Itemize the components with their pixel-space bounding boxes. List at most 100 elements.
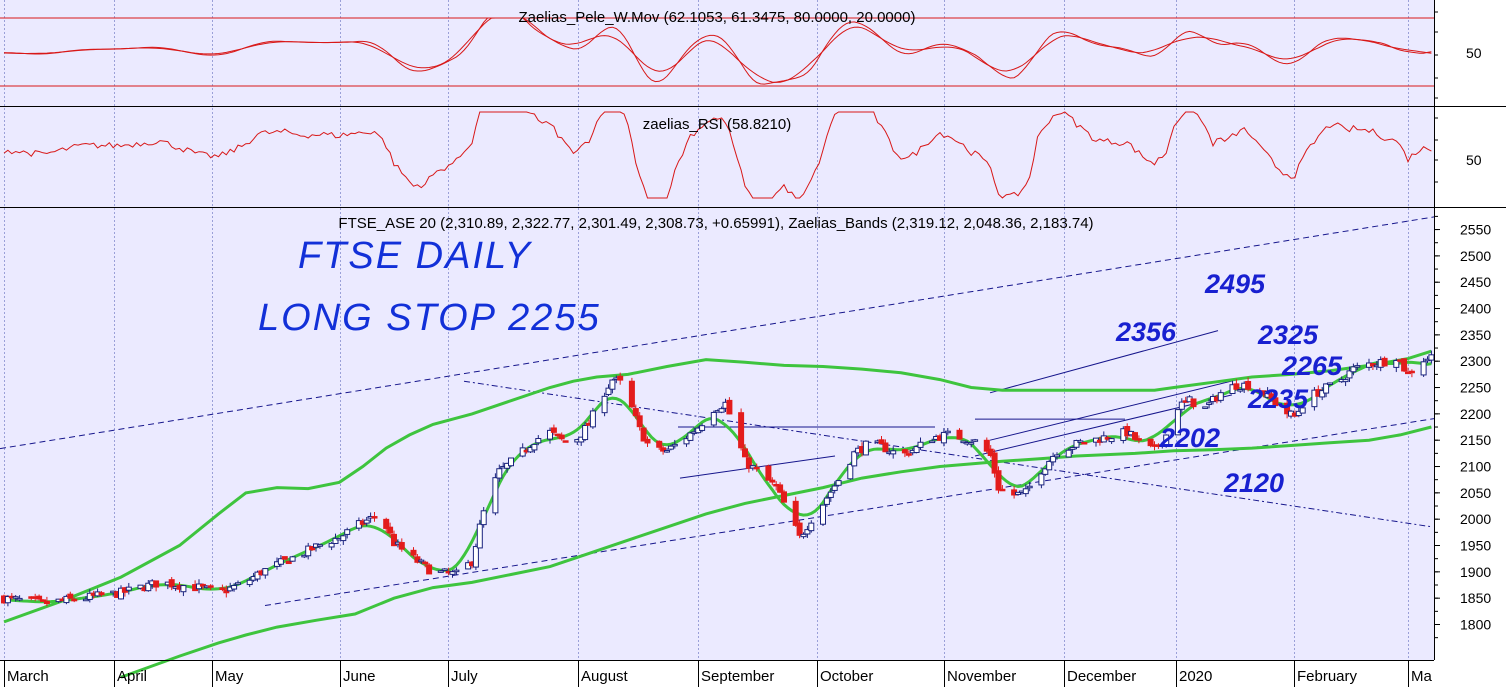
candle: [476, 523, 483, 549]
candle: [1015, 491, 1021, 495]
candle: [851, 451, 858, 467]
level-label-2356: 2356: [1115, 317, 1177, 347]
candle: [1147, 438, 1154, 447]
candle: [496, 468, 503, 479]
candle: [98, 592, 105, 596]
candle: [309, 546, 316, 551]
candle: [671, 443, 678, 447]
candle: [82, 598, 89, 602]
candle: [862, 440, 869, 456]
candle: [1050, 455, 1057, 463]
candle: [972, 439, 979, 442]
candle: [562, 440, 569, 443]
candle: [1401, 358, 1408, 372]
candle: [738, 412, 745, 449]
candle: [449, 571, 456, 575]
y-tick-label: 2150: [1460, 432, 1491, 448]
candle: [632, 408, 639, 417]
candle: [995, 470, 1002, 491]
candle: [847, 463, 854, 480]
candle: [391, 533, 397, 547]
candle: [316, 544, 323, 547]
candle: [781, 491, 787, 503]
candle: [40, 599, 46, 602]
candle: [1237, 389, 1244, 392]
candle: [882, 442, 889, 453]
candle: [398, 542, 405, 550]
candle: [940, 431, 947, 444]
candle: [742, 448, 748, 458]
candle: [168, 579, 175, 588]
rsi-panel: [0, 107, 1434, 207]
candle: [1393, 359, 1400, 368]
candle: [340, 535, 347, 542]
candle: [582, 424, 589, 441]
candle: [235, 582, 241, 585]
candle: [827, 491, 834, 498]
month-label: May: [215, 668, 244, 685]
candle: [535, 438, 542, 444]
candle: [1268, 393, 1275, 399]
indicators: [0, 17, 1434, 199]
candle: [277, 558, 284, 565]
y-tick-label: 2250: [1460, 380, 1491, 396]
candle: [831, 485, 838, 491]
candle: [1420, 361, 1427, 376]
candle: [332, 537, 339, 544]
y-tick-label: 1850: [1460, 590, 1491, 606]
wmov-y-tick: 50: [1466, 45, 1482, 61]
candle: [796, 522, 803, 536]
candle: [550, 427, 557, 433]
month-label: July: [451, 668, 478, 685]
candle: [617, 375, 624, 381]
candle: [422, 561, 429, 565]
candle: [820, 504, 826, 525]
candle: [905, 453, 912, 456]
candle: [223, 589, 230, 594]
candle: [710, 411, 717, 426]
level-label-2120: 2120: [1223, 468, 1284, 498]
candle: [1381, 357, 1388, 367]
candle: [410, 549, 417, 556]
candle: [929, 440, 936, 444]
candle: [153, 580, 160, 588]
candle: [589, 410, 596, 428]
candle: [913, 446, 920, 453]
candle: [1022, 488, 1029, 495]
candle: [531, 443, 538, 451]
candlesticks: [1, 350, 1435, 607]
candle: [1065, 449, 1072, 458]
annotation-title: FTSE DAILY: [298, 235, 533, 277]
candle: [1428, 354, 1435, 361]
candle: [687, 432, 694, 441]
candle: [644, 438, 651, 444]
candle: [36, 595, 43, 600]
month-axis: March April May June July August September Octo…: [4, 660, 1432, 687]
candle: [804, 529, 811, 535]
candle: [1135, 438, 1142, 441]
candle: [636, 415, 643, 428]
candle: [765, 465, 772, 481]
candle: [1408, 370, 1415, 374]
candle: [1046, 460, 1053, 471]
month-label: June: [343, 668, 376, 685]
y-tick-label: 2050: [1460, 485, 1491, 501]
candle: [344, 529, 351, 535]
candle: [480, 510, 487, 526]
candle: [246, 579, 253, 586]
y-tick-label: 2450: [1460, 274, 1491, 290]
upper-band: [3, 349, 1432, 624]
candle: [285, 560, 292, 565]
y-tick-label: 2550: [1460, 222, 1491, 238]
wmov-slow-line: [3, 17, 1432, 83]
candle: [67, 593, 74, 599]
candle: [745, 457, 752, 469]
candle: [145, 582, 152, 592]
candle: [118, 587, 124, 600]
y-tick-label: 2300: [1460, 353, 1491, 369]
candle: [199, 583, 206, 587]
candle: [1327, 382, 1333, 385]
candle: [1077, 440, 1084, 443]
